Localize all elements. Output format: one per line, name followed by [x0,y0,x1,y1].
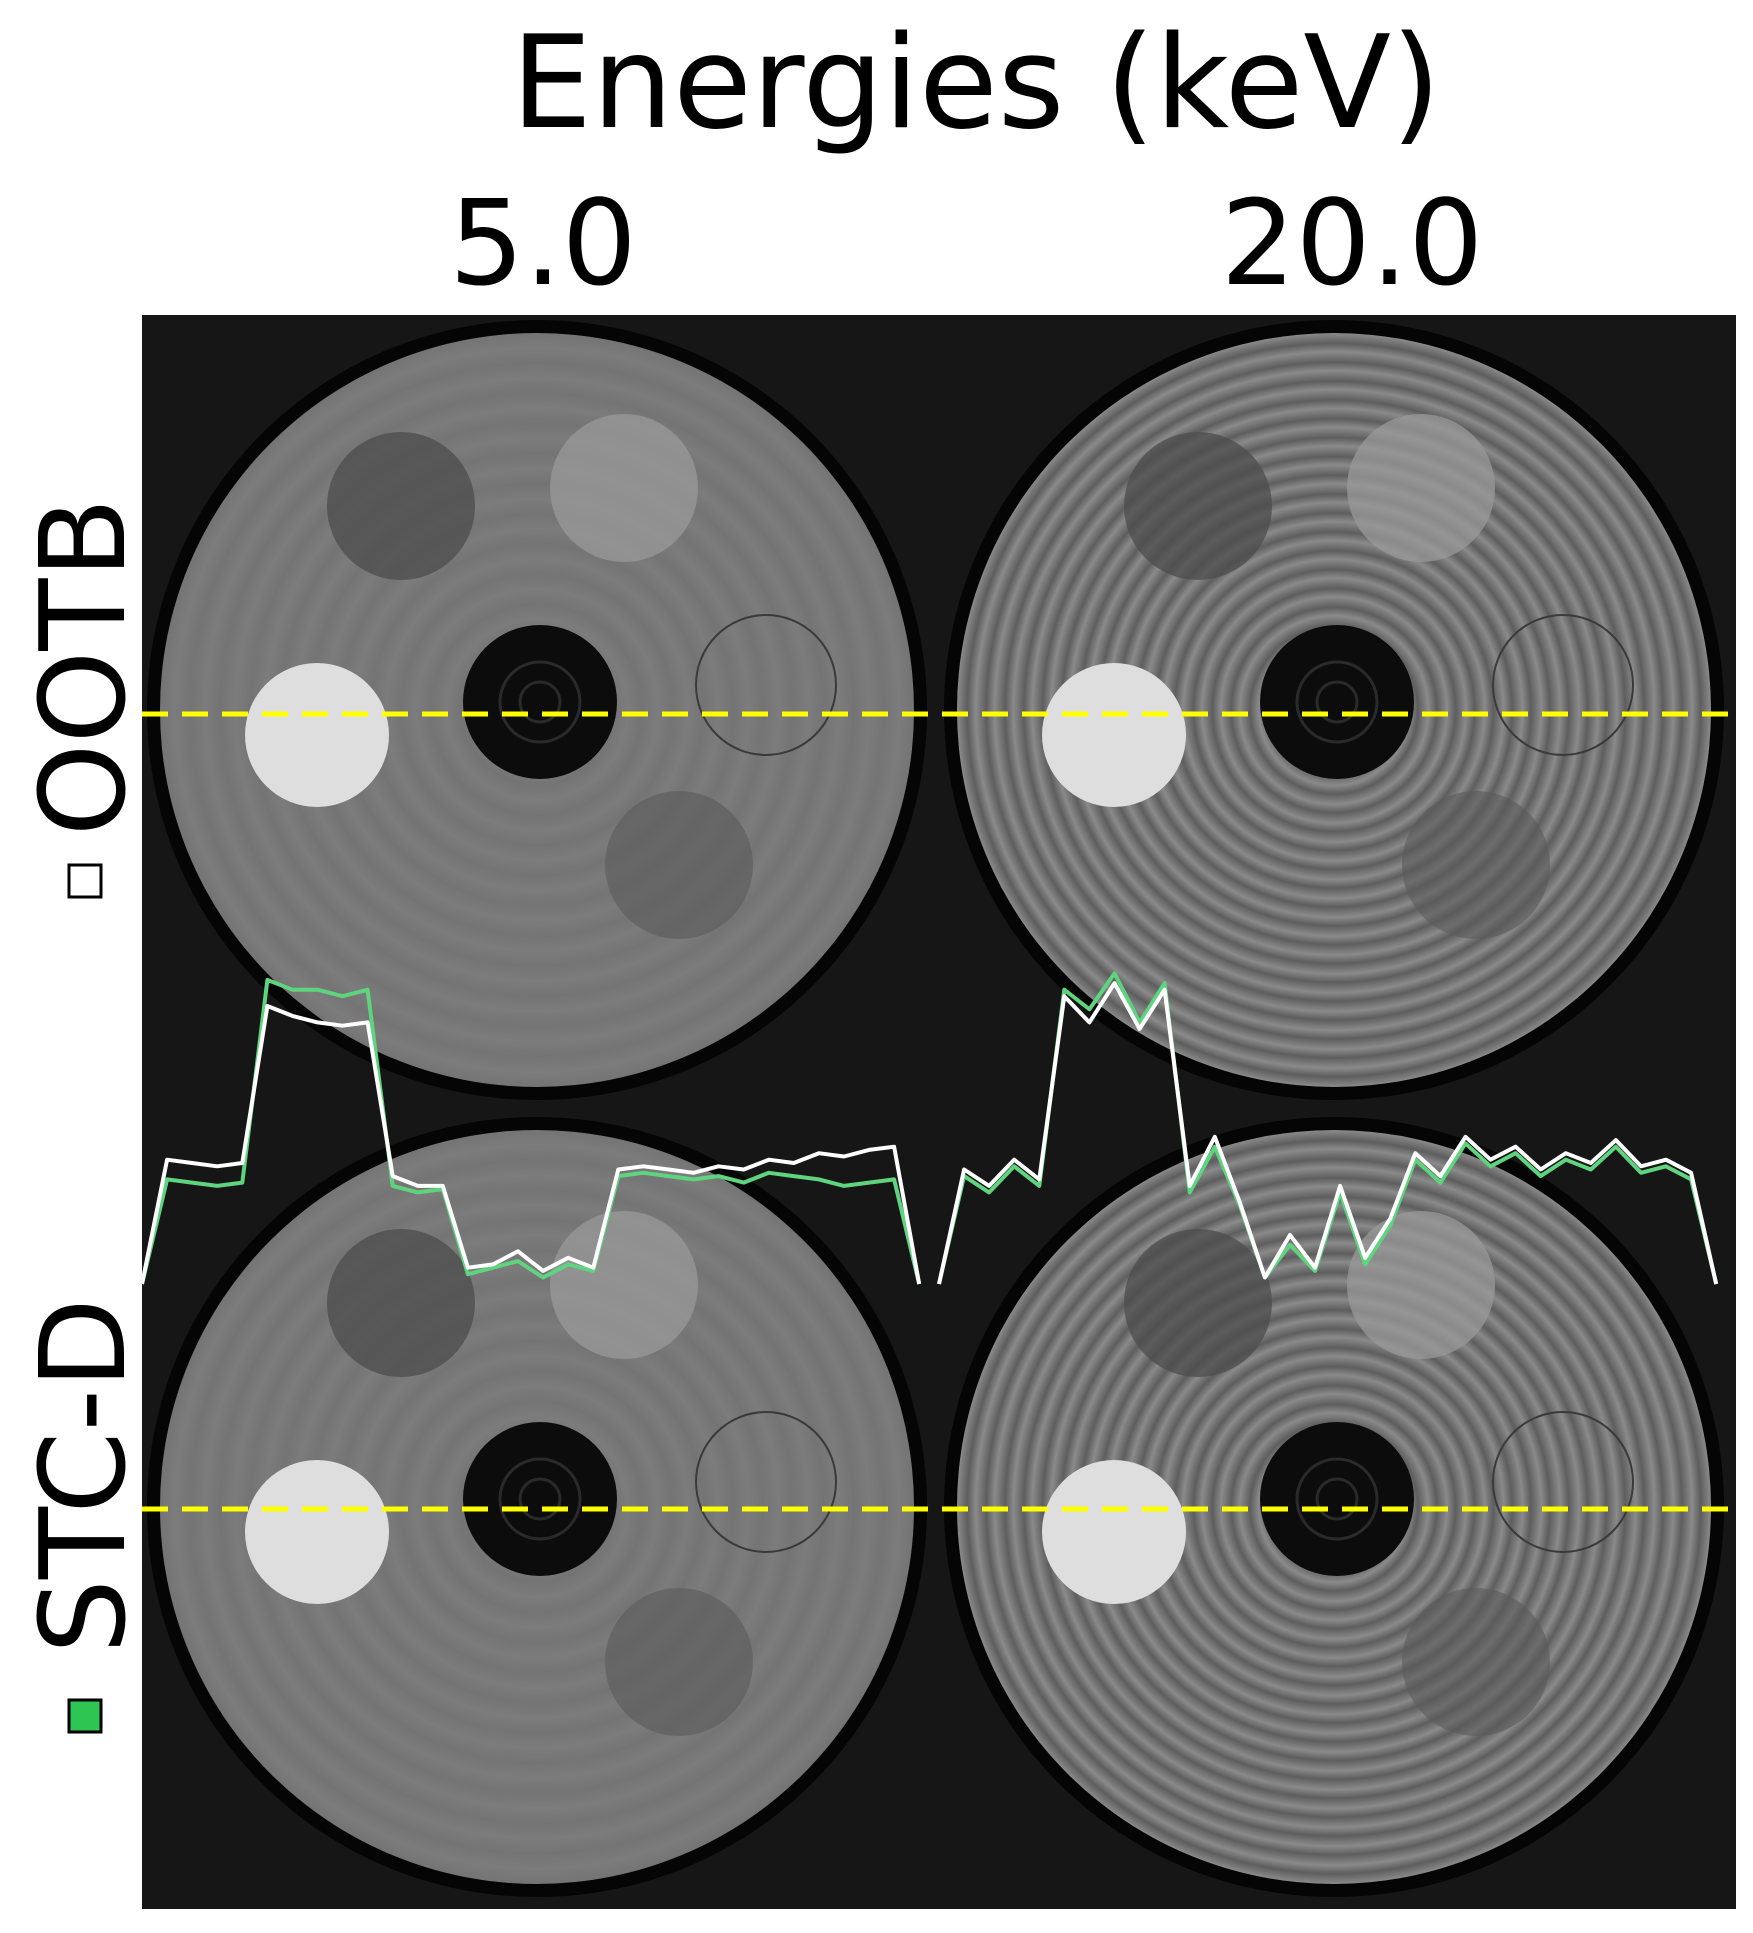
profile-curve [140,977,922,1285]
title: Energies (keV) [511,9,1441,158]
profile-guides [142,711,1735,1512]
profiles [140,971,1719,1285]
ct-image [142,1112,939,1909]
ct-image [939,315,1736,1112]
column-label: 20.0 [1221,174,1484,312]
row-label-group: STC-D [14,1298,152,1654]
row-label-group: OOTB [14,498,152,837]
ct-image [939,1112,1736,1909]
ct-image [142,315,939,1112]
legend-marker [67,863,103,899]
column-label: 5.0 [449,174,637,312]
row-label: STC-D [14,1298,152,1654]
row-label: OOTB [14,498,152,837]
profile-curve [140,1004,922,1285]
profile-curve [937,981,1719,1285]
legend-marker [67,1698,103,1734]
